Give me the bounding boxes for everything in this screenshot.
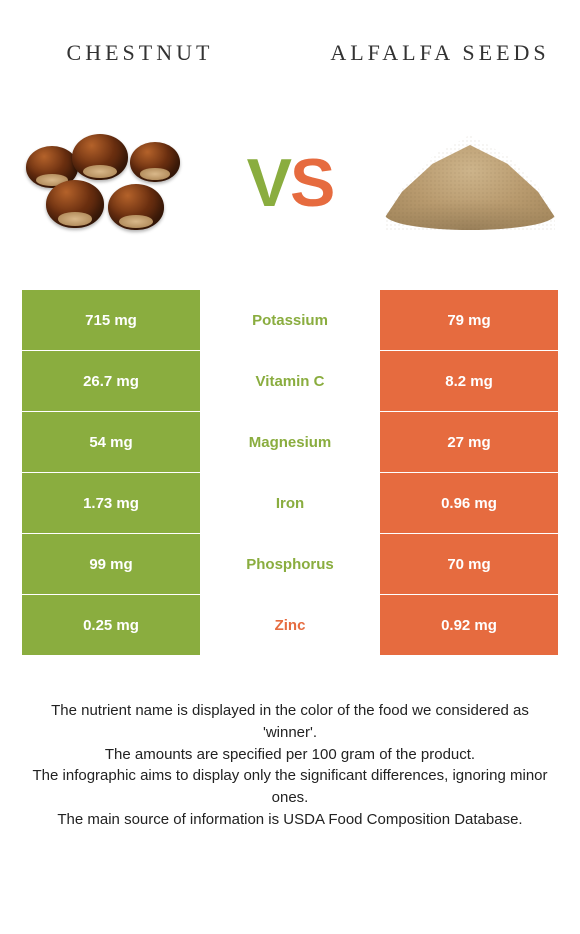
alfalfa-image xyxy=(380,118,560,248)
left-food-title: CHESTNUT xyxy=(30,40,250,66)
footer-line: The nutrient name is displayed in the co… xyxy=(24,700,556,744)
right-value: 8.2 mg xyxy=(380,351,558,411)
vs-v-letter: V xyxy=(247,145,290,221)
left-value: 0.25 mg xyxy=(22,595,200,655)
table-row: 0.25 mg Zinc 0.92 mg xyxy=(22,595,558,655)
left-value: 1.73 mg xyxy=(22,473,200,533)
nutrient-label: Vitamin C xyxy=(200,351,380,411)
right-value: 70 mg xyxy=(380,534,558,594)
table-row: 715 mg Potassium 79 mg xyxy=(22,290,558,350)
table-row: 26.7 mg Vitamin C 8.2 mg xyxy=(22,351,558,411)
nutrient-table: 715 mg Potassium 79 mg 26.7 mg Vitamin C… xyxy=(22,290,558,655)
right-value: 0.96 mg xyxy=(380,473,558,533)
nutrient-label: Zinc xyxy=(200,595,380,655)
table-row: 99 mg Phosphorus 70 mg xyxy=(22,534,558,594)
nutrient-label: Iron xyxy=(200,473,380,533)
footer-line: The main source of information is USDA F… xyxy=(24,809,556,831)
nutrient-label: Magnesium xyxy=(200,412,380,472)
table-row: 54 mg Magnesium 27 mg xyxy=(22,412,558,472)
nutrient-label: Phosphorus xyxy=(200,534,380,594)
footer-line: The infographic aims to display only the… xyxy=(24,765,556,809)
left-value: 99 mg xyxy=(22,534,200,594)
footer-line: The amounts are specified per 100 gram o… xyxy=(24,744,556,766)
nutrient-label: Potassium xyxy=(200,290,380,350)
left-value: 715 mg xyxy=(22,290,200,350)
left-value: 26.7 mg xyxy=(22,351,200,411)
right-value: 79 mg xyxy=(380,290,558,350)
left-value: 54 mg xyxy=(22,412,200,472)
vs-label: VS xyxy=(247,144,334,222)
table-row: 1.73 mg Iron 0.96 mg xyxy=(22,473,558,533)
right-value: 0.92 mg xyxy=(380,595,558,655)
footer-notes: The nutrient name is displayed in the co… xyxy=(0,700,580,831)
images-row: VS xyxy=(0,90,580,290)
right-food-title: ALFALFA SEEDS xyxy=(330,40,550,66)
right-value: 27 mg xyxy=(380,412,558,472)
vs-s-letter: S xyxy=(290,145,333,221)
header: CHESTNUT ALFALFA SEEDS xyxy=(0,0,580,90)
chestnut-image xyxy=(20,118,200,248)
